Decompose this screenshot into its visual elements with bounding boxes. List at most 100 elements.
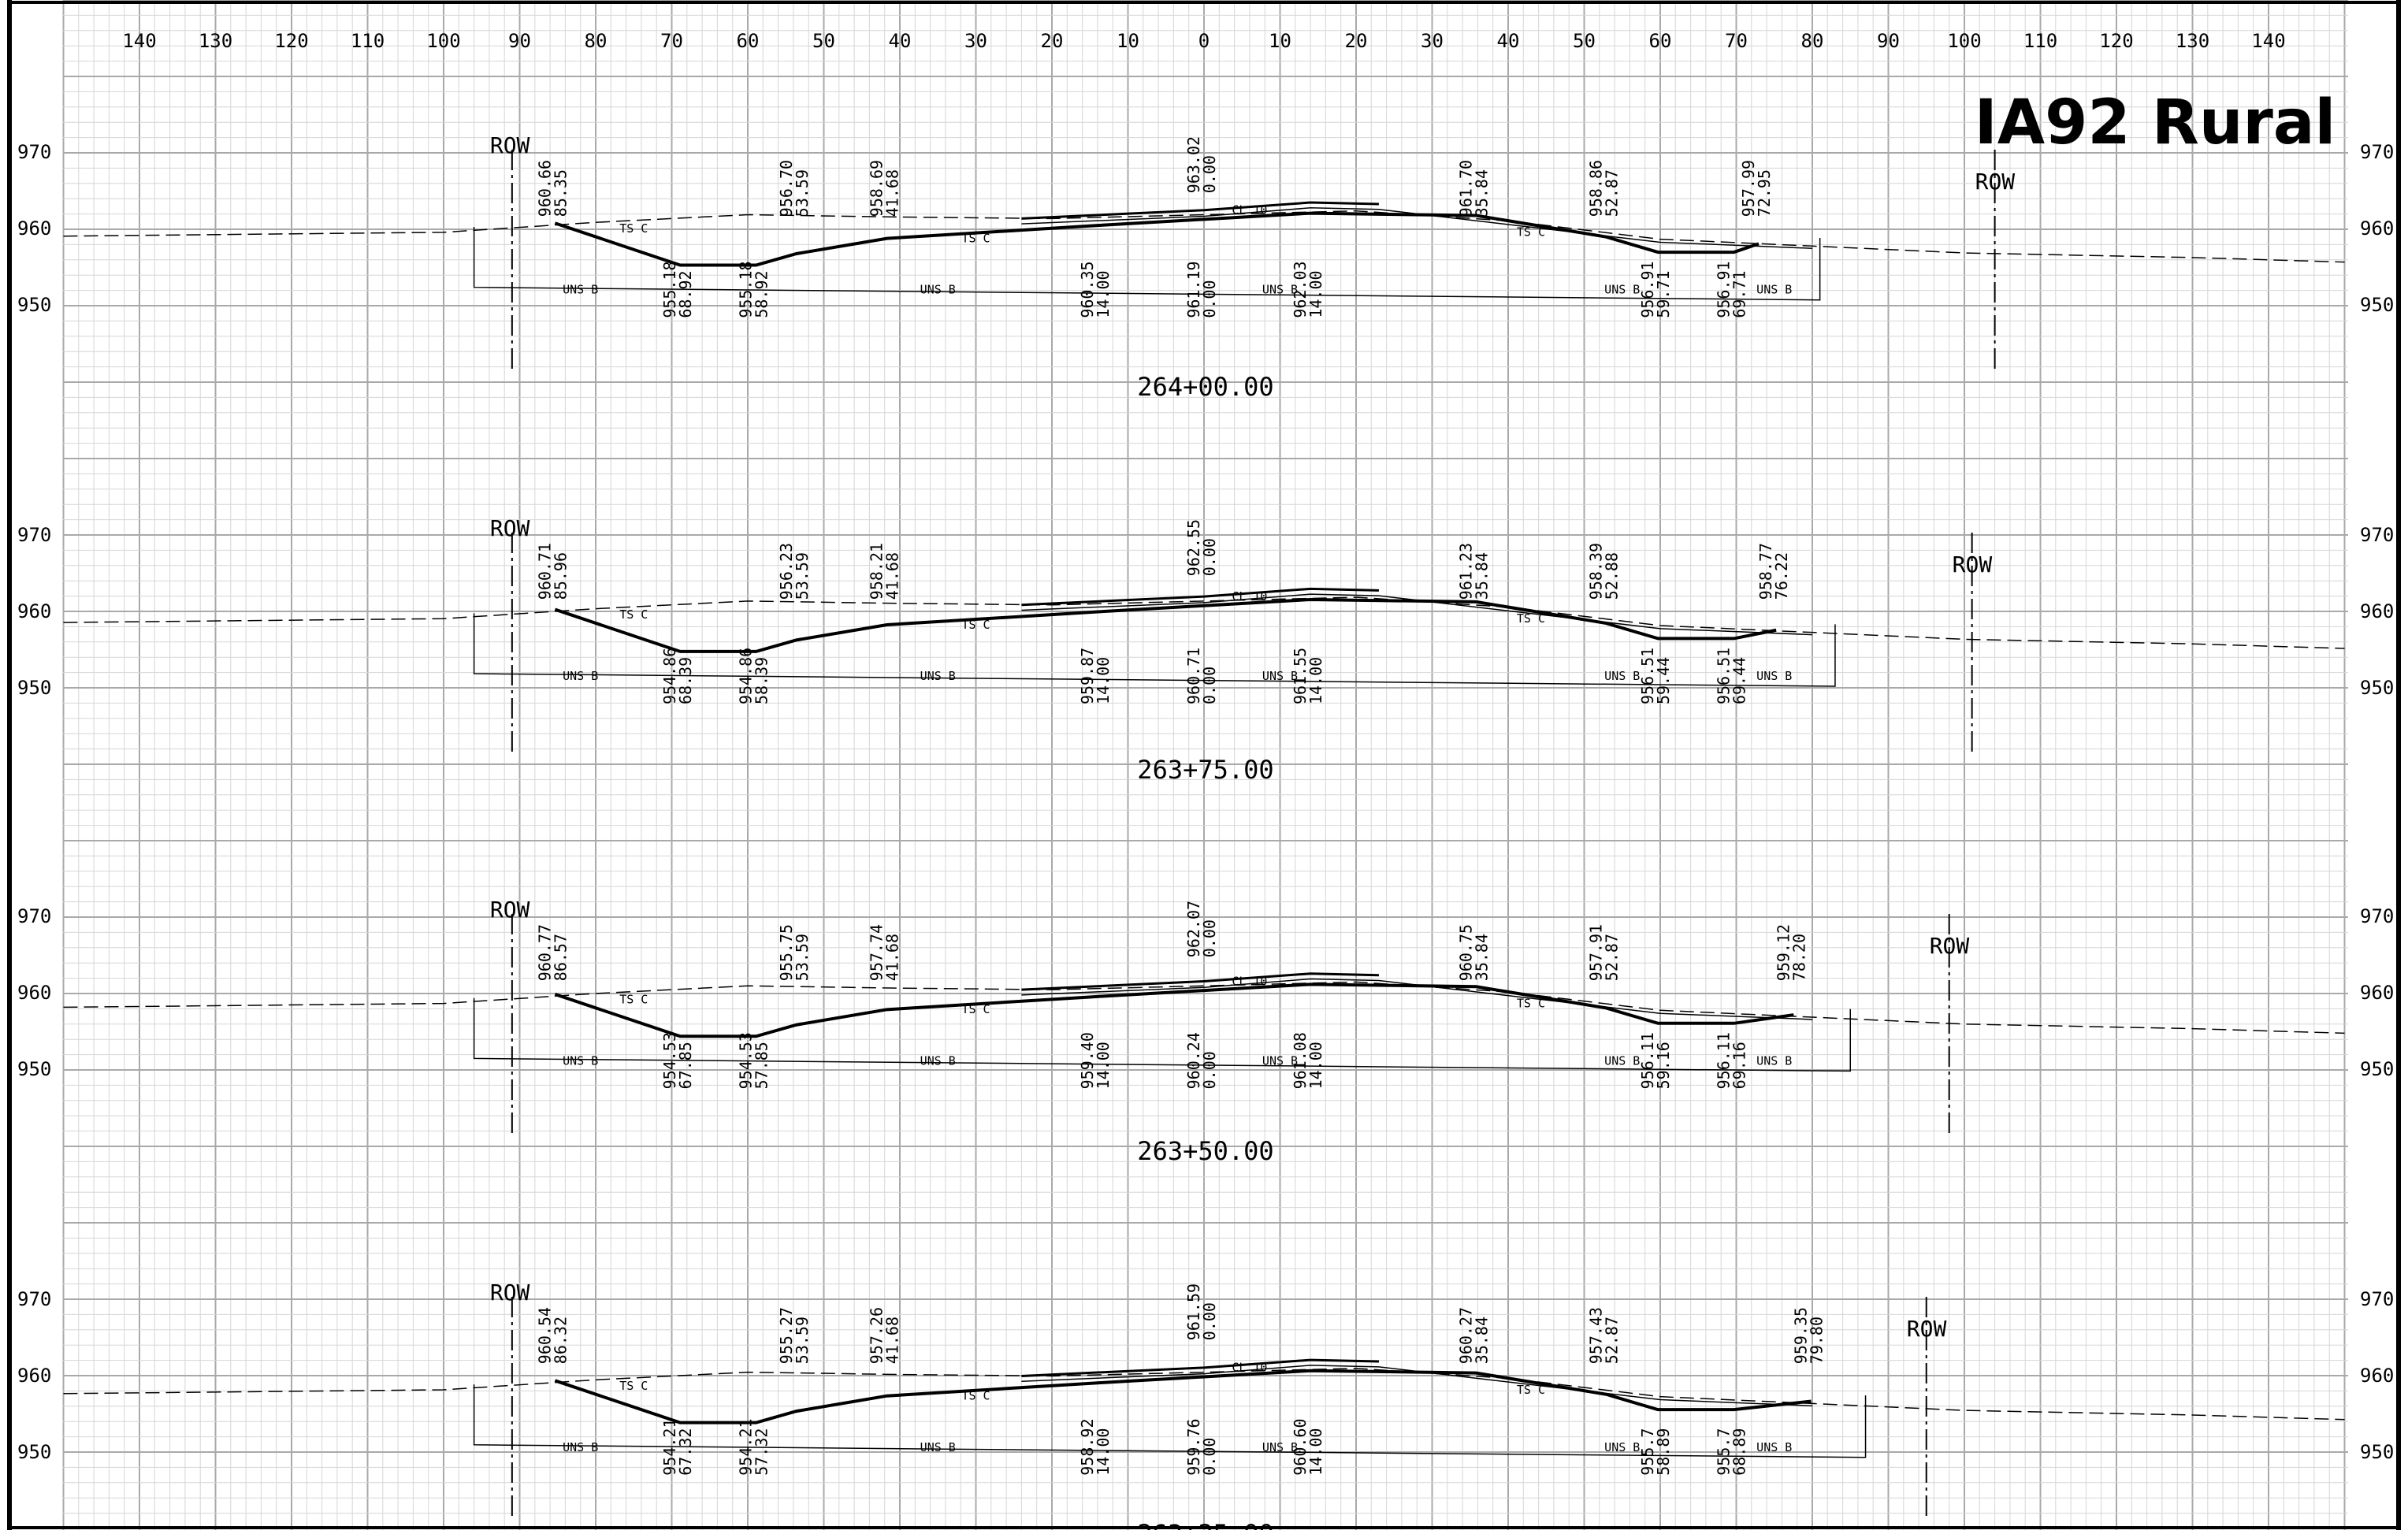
offset-tick-label: 90 xyxy=(1877,30,1900,52)
top-offset-annotation: 0.00 xyxy=(1200,155,1219,193)
ts-c-label: TS C xyxy=(1517,996,1545,1010)
top-offset-annotation: 0.00 xyxy=(1200,919,1219,957)
uns-b-label: UNS B xyxy=(1756,669,1792,683)
row-label: ROW xyxy=(1930,933,1970,959)
subgrade-line xyxy=(1021,593,1813,636)
ts-c-label: TS C xyxy=(619,221,648,236)
row-label: ROW xyxy=(490,132,530,158)
bottom-elevation-annotation: 955.7 xyxy=(1715,1428,1734,1476)
bottom-elevation-annotation: 954.86 xyxy=(660,648,679,704)
top-elevation-annotation: 959.35 xyxy=(1792,1307,1811,1364)
bottom-elevation-annotation: 960.71 xyxy=(1184,648,1203,704)
uns-b-label: UNS B xyxy=(1604,669,1640,683)
row-label: ROW xyxy=(490,515,530,541)
bottom-offset-annotation: 14.00 xyxy=(1306,657,1325,704)
bottom-elevation-annotation: 954.21 xyxy=(660,1418,679,1475)
top-elevation-annotation: 956.23 xyxy=(777,543,796,600)
proposed-template-line xyxy=(554,1369,1812,1424)
offset-tick-label: 40 xyxy=(1497,30,1520,52)
elevation-label: 960 xyxy=(17,600,51,622)
elevation-label: 970 xyxy=(17,524,51,546)
top-elevation-annotation: 962.55 xyxy=(1184,519,1203,576)
cross-section xyxy=(63,1297,2345,1517)
offset-tick-label: 10 xyxy=(1269,30,1291,52)
top-offset-annotation: 53.59 xyxy=(793,169,812,217)
bottom-elevation-annotation: 960.35 xyxy=(1078,261,1097,318)
bottom-offset-annotation: 69.44 xyxy=(1730,657,1749,704)
ts-c-label: TS C xyxy=(961,1002,990,1016)
bottom-elevation-annotation: 955.7 xyxy=(1638,1428,1657,1476)
ts-c-label: TS C xyxy=(1517,1383,1545,1397)
offset-tick-label: 120 xyxy=(274,30,308,52)
uns-b-label: UNS B xyxy=(563,283,598,297)
offset-tick-label: 140 xyxy=(2251,30,2285,52)
top-offset-annotation: 0.00 xyxy=(1200,1302,1219,1340)
elevation-label: 960 xyxy=(2360,217,2394,240)
existing-ground-line xyxy=(63,981,2345,1034)
top-elevation-annotation: 958.69 xyxy=(868,160,886,217)
uns-b-boundary xyxy=(473,1384,1867,1458)
top-offset-annotation: 35.84 xyxy=(1472,934,1491,981)
offset-tick-label: 80 xyxy=(585,30,608,52)
bottom-elevation-annotation: 956.11 xyxy=(1638,1032,1657,1089)
bottom-offset-annotation: 14.00 xyxy=(1094,1428,1113,1476)
uns-b-label: UNS B xyxy=(920,669,956,683)
top-offset-annotation: 85.96 xyxy=(551,552,570,600)
subgrade-line xyxy=(1021,1365,1813,1407)
top-offset-annotation: 52.87 xyxy=(1602,169,1621,217)
top-elevation-annotation: 961.70 xyxy=(1456,160,1475,217)
ts-c-label: TS C xyxy=(619,993,648,1007)
top-offset-annotation: 0.00 xyxy=(1200,538,1219,576)
top-offset-annotation: 53.59 xyxy=(793,934,812,981)
ts-c-label: TS C xyxy=(1517,225,1545,240)
ts-c-label: TS C xyxy=(619,1379,648,1393)
top-offset-annotation: 86.32 xyxy=(551,1317,570,1364)
offset-tick-label: 110 xyxy=(351,30,385,52)
uns-b-label: UNS B xyxy=(1604,283,1640,297)
bottom-elevation-annotation: 961.19 xyxy=(1184,261,1203,318)
bottom-offset-annotation: 68.92 xyxy=(676,270,695,318)
top-elevation-annotation: 960.27 xyxy=(1456,1307,1475,1364)
top-elevation-annotation: 961.23 xyxy=(1456,543,1475,600)
elevation-label: 970 xyxy=(2360,524,2394,546)
ts-c-label: TS C xyxy=(961,231,990,245)
uns-b-label: UNS B xyxy=(1604,1053,1640,1068)
row-label: ROW xyxy=(1975,169,2016,195)
top-offset-annotation: 86.57 xyxy=(551,934,570,981)
offset-tick-label: 60 xyxy=(1649,30,1672,52)
bottom-offset-annotation: 14.00 xyxy=(1306,270,1325,318)
bottom-offset-annotation: 69.16 xyxy=(1730,1042,1749,1089)
top-elevation-annotation: 958.86 xyxy=(1586,160,1605,217)
elevation-label: 950 xyxy=(17,294,51,316)
elevation-label: 950 xyxy=(17,677,51,699)
elevation-label: 950 xyxy=(2360,677,2394,699)
cl-label: CL 10 xyxy=(1232,589,1267,604)
top-elevation-annotation: 958.77 xyxy=(1756,543,1775,600)
elevation-label: 970 xyxy=(17,905,51,927)
bottom-elevation-annotation: 954.53 xyxy=(660,1032,679,1089)
top-elevation-annotation: 955.75 xyxy=(777,924,796,981)
offset-tick-label: 70 xyxy=(660,30,683,52)
bottom-offset-annotation: 67.32 xyxy=(676,1428,695,1476)
elevation-label: 960 xyxy=(2360,982,2394,1004)
elevation-label: 950 xyxy=(17,1058,51,1080)
top-elevation-annotation: 963.02 xyxy=(1184,136,1203,193)
bottom-elevation-annotation: 954.86 xyxy=(737,648,756,704)
top-offset-annotation: 78.20 xyxy=(1789,934,1808,981)
uns-b-label: UNS B xyxy=(1756,283,1792,297)
existing-ground-line xyxy=(63,210,2345,263)
bottom-elevation-annotation: 961.08 xyxy=(1291,1032,1310,1089)
existing-ground-line xyxy=(63,1368,2345,1421)
bottom-elevation-annotation: 958.92 xyxy=(1078,1418,1097,1475)
elevation-label: 970 xyxy=(17,1288,51,1310)
subgrade-line xyxy=(1021,207,1813,249)
bottom-offset-annotation: 59.16 xyxy=(1654,1042,1673,1089)
uns-b-label: UNS B xyxy=(1756,1440,1792,1454)
top-offset-annotation: 52.87 xyxy=(1602,934,1621,981)
uns-b-label: UNS B xyxy=(920,283,956,297)
elevation-label: 970 xyxy=(2360,905,2394,927)
pavement-surface-line xyxy=(1021,972,1379,991)
offset-tick-label: 90 xyxy=(508,30,531,52)
bottom-elevation-annotation: 956.51 xyxy=(1638,648,1657,704)
